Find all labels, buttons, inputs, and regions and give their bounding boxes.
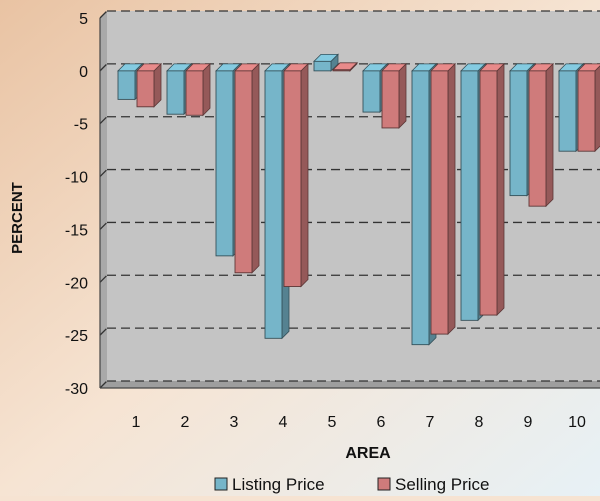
bar	[185, 62, 211, 117]
legend-label: Listing Price	[232, 475, 325, 494]
bars	[117, 53, 600, 346]
legend: Listing Price Selling Price	[214, 475, 490, 494]
bar	[479, 62, 505, 317]
bar-side	[594, 65, 600, 153]
y-tick-label: 0	[79, 64, 88, 81]
y-tick-label: -5	[74, 117, 88, 134]
bar-front	[411, 70, 430, 346]
x-tick-label: 7	[426, 414, 435, 431]
legend-swatch	[377, 477, 391, 491]
gridline	[99, 327, 108, 336]
x-tick-label: 5	[328, 414, 337, 431]
bar-side	[202, 62, 211, 117]
bar-side	[398, 62, 407, 129]
bar	[234, 62, 260, 274]
bar-side	[300, 62, 309, 288]
x-tick-label: 8	[475, 414, 484, 431]
bar-front	[381, 70, 400, 129]
bar-front	[479, 70, 498, 316]
bar-front	[332, 69, 351, 72]
x-tick-label: 1	[132, 414, 141, 431]
bar-front	[528, 70, 547, 207]
y-axis-label: PERCENT	[9, 182, 26, 254]
gridline	[99, 274, 108, 283]
bar-front	[117, 70, 136, 100]
bar	[430, 62, 456, 336]
y-tick-label: -15	[65, 222, 88, 239]
bar	[136, 62, 162, 108]
bar-front	[509, 70, 528, 197]
bar-front	[577, 70, 596, 152]
legend-item: Selling Price	[377, 475, 490, 494]
gridline	[99, 169, 108, 178]
bar-front	[264, 70, 283, 339]
bar-side	[251, 62, 260, 274]
y-tick-label: -25	[65, 328, 88, 345]
x-tick-label: 10	[568, 414, 586, 431]
plot-side-wall	[100, 11, 107, 388]
legend-item: Listing Price	[214, 475, 325, 494]
gridline	[99, 116, 108, 125]
bar-front	[558, 70, 577, 152]
bar	[332, 61, 358, 72]
bar-front	[283, 70, 302, 287]
bar-front	[185, 70, 204, 116]
bar-front	[166, 70, 185, 115]
y-tick-label: 5	[79, 11, 88, 28]
bar-front	[430, 70, 449, 335]
bar-front	[136, 70, 155, 108]
gridline	[99, 221, 108, 230]
bar-front	[215, 70, 234, 257]
y-tick-label: -10	[65, 170, 88, 187]
y-tick-label: -30	[65, 381, 88, 398]
bar	[381, 62, 407, 129]
bar	[313, 53, 339, 72]
x-tick-label: 3	[230, 414, 239, 431]
gridline	[99, 63, 108, 72]
bar-front	[460, 70, 479, 321]
bar	[283, 62, 309, 288]
bar-side	[496, 62, 505, 317]
bar	[577, 63, 600, 153]
bar-front	[234, 70, 253, 274]
bar-side	[447, 62, 456, 336]
legend-swatch	[214, 477, 228, 491]
gridline	[99, 10, 108, 19]
bar-front	[362, 70, 381, 113]
x-tick-label: 6	[377, 414, 386, 431]
bar	[528, 62, 554, 208]
y-tick-label: -20	[65, 275, 88, 292]
plot-floor	[100, 381, 600, 388]
bar-front	[313, 60, 332, 72]
x-tick-label: 4	[279, 414, 288, 431]
legend-label: Selling Price	[395, 475, 490, 494]
gridline	[99, 380, 108, 389]
bar-side	[545, 62, 554, 208]
x-tick-label: 2	[181, 414, 190, 431]
x-tick-label: 9	[524, 414, 533, 431]
x-axis-label: AREA	[345, 445, 391, 462]
